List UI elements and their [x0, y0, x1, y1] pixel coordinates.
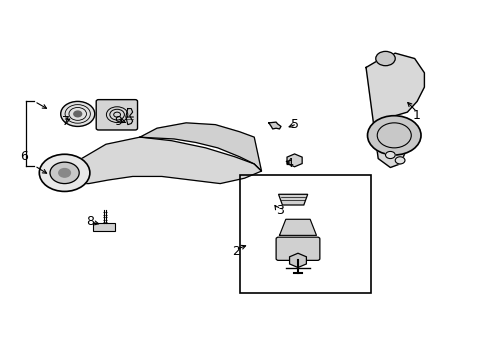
Polygon shape: [140, 123, 261, 171]
Polygon shape: [47, 137, 261, 184]
Bar: [93, 223, 115, 231]
Text: 3: 3: [276, 204, 284, 217]
Polygon shape: [268, 122, 281, 129]
Text: 8: 8: [86, 215, 94, 228]
Polygon shape: [278, 194, 307, 205]
FancyBboxPatch shape: [276, 237, 319, 260]
Circle shape: [394, 157, 404, 164]
Polygon shape: [125, 109, 132, 125]
Text: 7: 7: [62, 114, 70, 127]
Text: 1: 1: [411, 109, 419, 122]
Text: 6: 6: [20, 150, 28, 163]
Circle shape: [39, 154, 90, 192]
FancyBboxPatch shape: [96, 100, 137, 130]
Polygon shape: [366, 53, 424, 167]
Circle shape: [74, 111, 81, 117]
Circle shape: [375, 51, 394, 66]
Text: 4: 4: [285, 157, 293, 170]
Bar: [239, 175, 370, 293]
Text: 9: 9: [114, 114, 122, 127]
Circle shape: [59, 168, 70, 177]
Text: 2: 2: [232, 245, 240, 258]
Circle shape: [367, 116, 420, 155]
Circle shape: [50, 162, 79, 184]
Circle shape: [385, 152, 394, 158]
Circle shape: [61, 102, 95, 126]
Polygon shape: [279, 219, 316, 235]
Text: 5: 5: [290, 118, 298, 131]
